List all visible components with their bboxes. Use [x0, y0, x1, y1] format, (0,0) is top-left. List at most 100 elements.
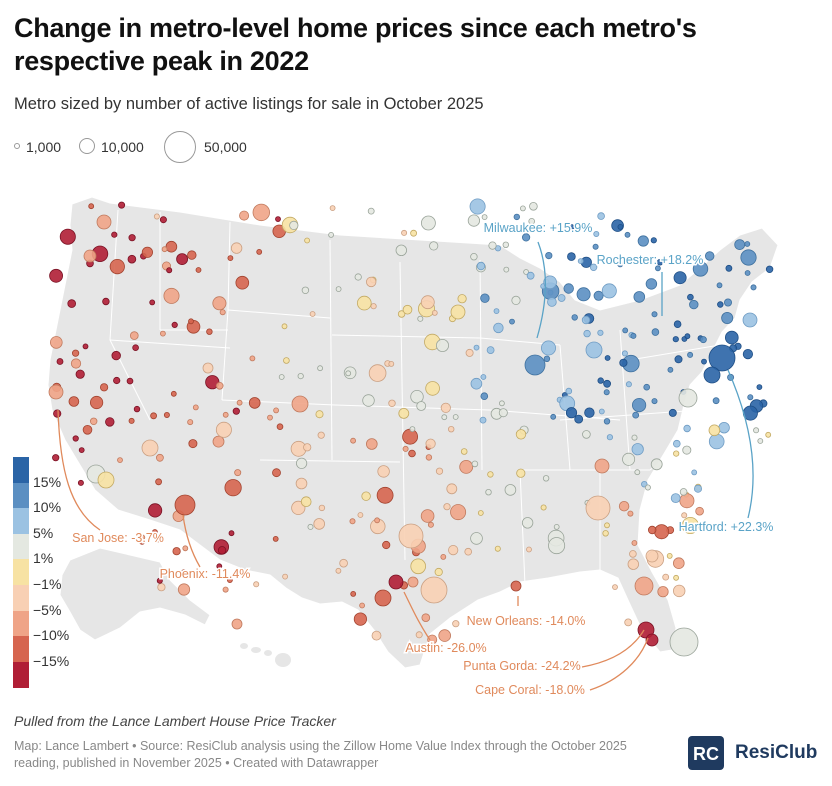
callout-layer: Milwaukee: +15.9% Rochester: +18.2% Hartfo…	[57, 220, 775, 699]
metro-bubble	[398, 523, 424, 549]
metro-bubble	[339, 558, 348, 568]
metro-bubble	[111, 350, 121, 361]
metro-bubble	[354, 273, 362, 281]
metro-bubble	[416, 401, 427, 411]
size-legend-label-large: 50,000	[204, 139, 247, 155]
metro-bubble	[583, 329, 591, 338]
hawaii-shape	[240, 643, 291, 667]
metro-bubble	[361, 491, 371, 501]
metro-bubble	[477, 510, 484, 516]
metro-bubble	[398, 407, 410, 419]
metro-bubble	[450, 504, 467, 521]
metro-bubble	[300, 496, 312, 508]
callout-leader-cape-coral	[589, 637, 649, 691]
callout-label-austin: Austin: -26.0%	[405, 641, 486, 655]
metro-bubble	[503, 266, 510, 273]
metro-bubble	[694, 484, 703, 493]
metro-bubble	[335, 567, 342, 574]
metro-bubble	[617, 223, 624, 230]
metro-bubble	[420, 215, 436, 231]
metro-bubble	[328, 231, 335, 238]
metro-bubble	[111, 231, 118, 238]
metro-bubble	[212, 435, 225, 448]
metro-bubble	[753, 427, 760, 434]
metro-bubble	[253, 581, 260, 588]
metro-bubble	[318, 504, 326, 512]
metro-bubble	[657, 586, 669, 598]
metro-bubble	[217, 546, 227, 555]
metro-bubble	[187, 250, 197, 260]
metro-bubble	[452, 620, 460, 628]
state-borders	[109, 209, 721, 586]
metro-bubble	[374, 517, 381, 524]
metro-bubble	[542, 475, 550, 482]
metro-bubble	[415, 631, 423, 639]
metro-bubble	[592, 243, 599, 250]
metro-bubble	[622, 327, 629, 334]
metro-bubble	[724, 298, 733, 307]
metro-bubble	[547, 297, 557, 307]
metro-bubble	[679, 488, 688, 496]
metro-bubble	[678, 388, 698, 408]
metro-bubble	[487, 471, 494, 478]
callout-label-new-orleans: New Orleans: -14.0%	[467, 614, 586, 628]
metro-bubble	[227, 255, 234, 262]
metro-bubble	[151, 529, 158, 535]
metro-bubble	[195, 267, 202, 273]
map-subtitle: Metro sized by number of active listings…	[14, 95, 484, 113]
metro-bubble	[601, 283, 617, 299]
metro-bubble	[648, 525, 657, 535]
metro-bubble	[672, 336, 679, 343]
legend-swatch	[13, 482, 29, 509]
metro-bubble	[49, 336, 63, 349]
metro-bubble	[634, 469, 641, 476]
metro-bubble	[438, 629, 452, 642]
metro-bubble	[481, 214, 488, 221]
metro-bubble	[304, 237, 311, 244]
metro-bubble	[102, 297, 110, 306]
metro-bubble	[565, 387, 573, 395]
metro-bubble	[176, 253, 189, 266]
metro-bubble	[161, 246, 168, 253]
metro-bubble	[673, 450, 680, 457]
metro-bubble	[742, 348, 754, 360]
metro-bubble	[470, 377, 483, 390]
metro-bubble	[374, 589, 392, 607]
metro-bubble	[701, 358, 707, 365]
metro-bubble	[166, 267, 173, 274]
metro-bubble	[480, 392, 489, 401]
metro-bubble	[407, 576, 419, 588]
metro-bubble	[155, 453, 164, 462]
legend-swatch	[13, 508, 29, 535]
metro-bubble	[742, 312, 758, 328]
metro-bubble	[127, 254, 137, 264]
metro-bubble	[576, 287, 591, 302]
metro-bubble	[172, 547, 181, 556]
metro-bubble	[388, 399, 396, 407]
callout-leader-punta-gorda	[581, 629, 645, 668]
metro-bubble	[156, 577, 163, 584]
metro-bubble	[159, 216, 167, 224]
metro-bubble	[307, 523, 314, 530]
metro-bubble	[275, 216, 281, 223]
metro-bubble	[317, 431, 325, 439]
metro-bubble	[232, 407, 240, 415]
state-border	[619, 329, 631, 471]
metro-bubble	[667, 366, 674, 373]
metro-bubble	[441, 414, 448, 421]
metro-bubble	[401, 229, 408, 236]
metro-bubble	[687, 351, 694, 358]
metro-bubble	[435, 338, 449, 352]
metro-bubble	[228, 530, 235, 537]
metro-bubble	[526, 271, 535, 280]
metro-bubble	[631, 540, 638, 546]
metro-bubble	[75, 369, 85, 379]
metro-bubble	[488, 241, 497, 250]
metro-bubble	[563, 283, 574, 294]
state-border	[334, 404, 491, 411]
metro-bubble	[427, 634, 438, 645]
metro-bubble	[460, 448, 468, 455]
metro-bubble	[295, 477, 308, 490]
metro-bubble	[612, 584, 618, 590]
metro-bubble	[420, 509, 435, 523]
